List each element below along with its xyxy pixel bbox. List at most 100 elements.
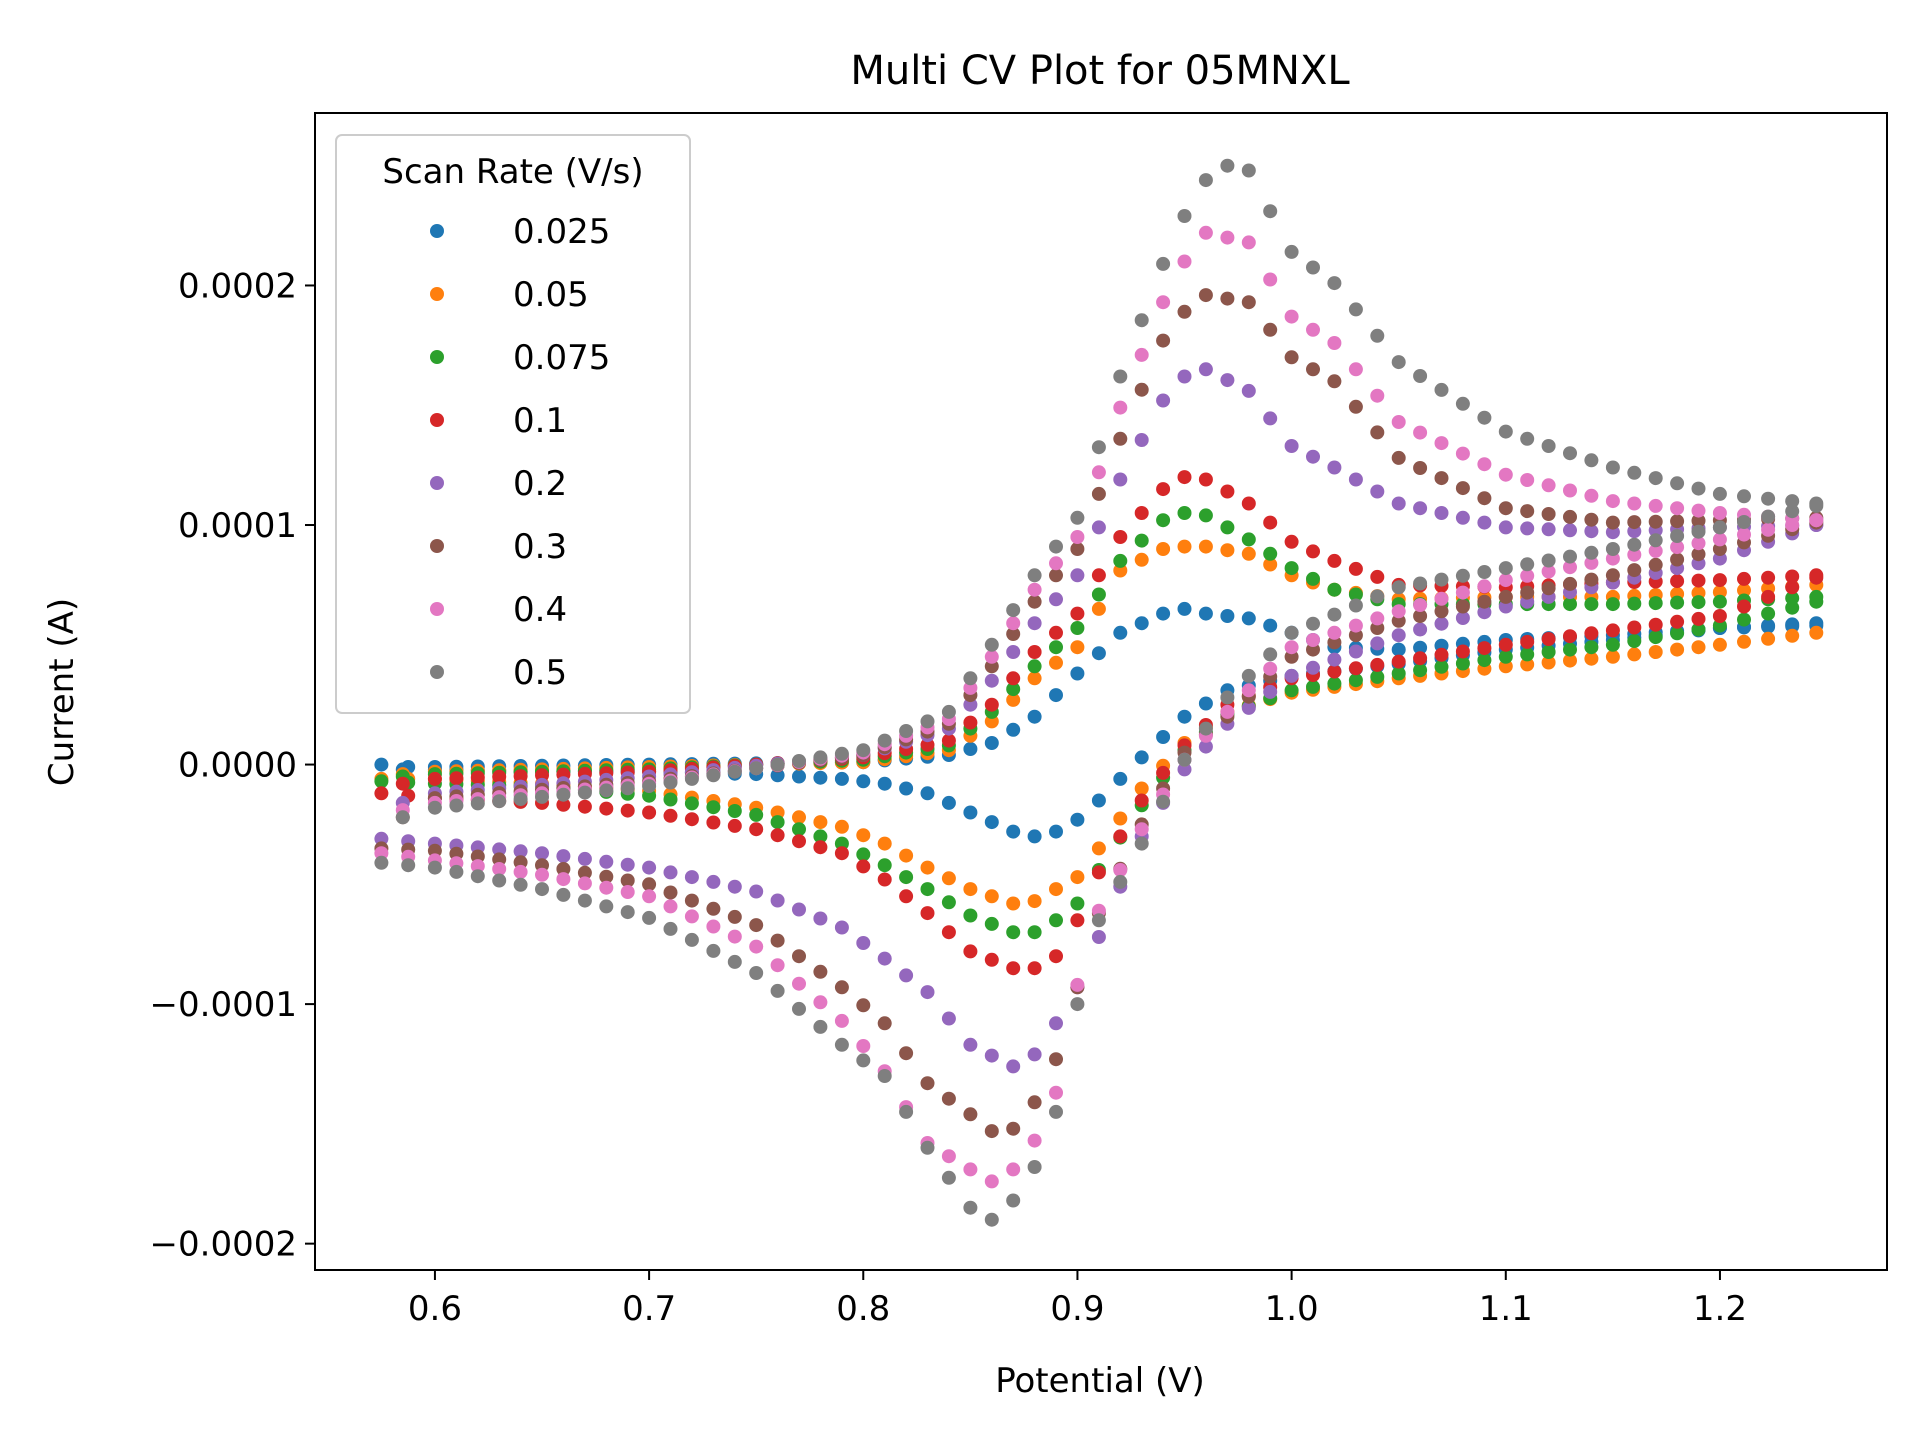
data-point	[1627, 647, 1642, 662]
data-point	[1263, 661, 1278, 676]
data-point	[1006, 603, 1021, 618]
data-point	[1712, 594, 1727, 609]
data-point	[1156, 393, 1171, 408]
data-point	[1785, 580, 1800, 595]
data-point	[877, 1069, 892, 1083]
data-point	[1498, 589, 1513, 604]
data-point	[1113, 874, 1128, 889]
data-point	[1605, 551, 1620, 566]
data-point	[856, 847, 871, 862]
data-point	[577, 876, 592, 891]
data-point	[1737, 599, 1751, 614]
data-point	[1348, 628, 1363, 643]
data-point	[1091, 841, 1106, 856]
data-point	[984, 1212, 999, 1227]
data-point	[1691, 573, 1706, 588]
data-point	[1477, 515, 1492, 530]
data-point	[1027, 1133, 1042, 1148]
data-point	[535, 789, 549, 804]
data-point	[1370, 425, 1385, 440]
data-point	[1284, 534, 1299, 549]
data-point	[1177, 709, 1192, 724]
data-point	[1391, 628, 1406, 643]
data-point	[792, 769, 806, 784]
data-point	[1027, 568, 1042, 583]
data-point	[1712, 486, 1727, 501]
data-point	[1541, 478, 1556, 493]
data-point	[1091, 903, 1106, 918]
data-point	[813, 964, 828, 979]
data-point	[1605, 597, 1620, 612]
data-point	[1712, 542, 1727, 556]
data-point	[770, 933, 785, 948]
data-point	[813, 750, 828, 765]
data-point	[1737, 489, 1751, 504]
data-point	[963, 1107, 978, 1122]
data-point	[727, 818, 742, 833]
data-point	[1177, 209, 1192, 223]
data-point	[1712, 618, 1727, 633]
data-point	[920, 882, 935, 897]
data-point	[1113, 472, 1128, 487]
data-point	[1785, 504, 1800, 519]
data-point	[599, 899, 614, 914]
data-point	[1091, 930, 1106, 944]
data-point	[1027, 1047, 1042, 1062]
data-point	[1670, 514, 1685, 529]
data-point	[1627, 537, 1642, 552]
data-point	[374, 855, 389, 870]
data-point	[449, 846, 464, 861]
data-point	[1263, 515, 1278, 530]
data-point	[1584, 512, 1599, 527]
data-point	[642, 788, 657, 803]
data-point	[642, 910, 657, 925]
legend-label: 0.5	[513, 653, 567, 693]
data-point	[535, 846, 549, 861]
data-point	[1241, 295, 1256, 310]
data-point	[1220, 690, 1235, 705]
data-point	[877, 858, 892, 873]
data-point	[899, 889, 914, 904]
data-point	[663, 775, 678, 790]
data-point	[1070, 510, 1085, 525]
data-point	[727, 879, 742, 894]
data-point	[599, 783, 614, 798]
data-point	[792, 976, 806, 991]
data-point	[1284, 683, 1299, 698]
data-point	[1070, 870, 1085, 885]
data-point	[856, 828, 871, 843]
data-point	[1198, 225, 1213, 240]
data-point	[1306, 260, 1320, 275]
data-point	[1198, 606, 1213, 621]
data-point	[1198, 288, 1213, 303]
data-point	[1391, 666, 1406, 681]
data-point	[1605, 460, 1620, 475]
data-point	[1198, 721, 1213, 736]
data-point	[1434, 591, 1449, 606]
data-point	[1691, 611, 1706, 626]
data-point	[727, 764, 742, 779]
data-point	[1134, 382, 1149, 397]
data-point	[1263, 647, 1278, 662]
data-point	[1263, 272, 1278, 287]
data-point	[1091, 587, 1106, 602]
data-point	[770, 828, 785, 843]
data-point	[1761, 509, 1776, 524]
data-point	[1049, 1104, 1063, 1119]
data-point	[834, 836, 849, 851]
legend-label: 0.4	[513, 590, 567, 630]
data-point	[1627, 547, 1642, 562]
y-tick-label: 0.0001	[178, 506, 297, 546]
data-point	[1563, 629, 1577, 644]
data-point	[1327, 553, 1342, 568]
data-point	[374, 831, 389, 846]
data-point	[1049, 539, 1063, 554]
data-point	[427, 771, 442, 786]
data-point	[1434, 436, 1449, 451]
data-point	[620, 781, 635, 796]
data-point	[1584, 651, 1599, 666]
data-point	[1177, 752, 1192, 767]
legend-label: 0.025	[513, 212, 610, 252]
data-point	[899, 848, 914, 863]
